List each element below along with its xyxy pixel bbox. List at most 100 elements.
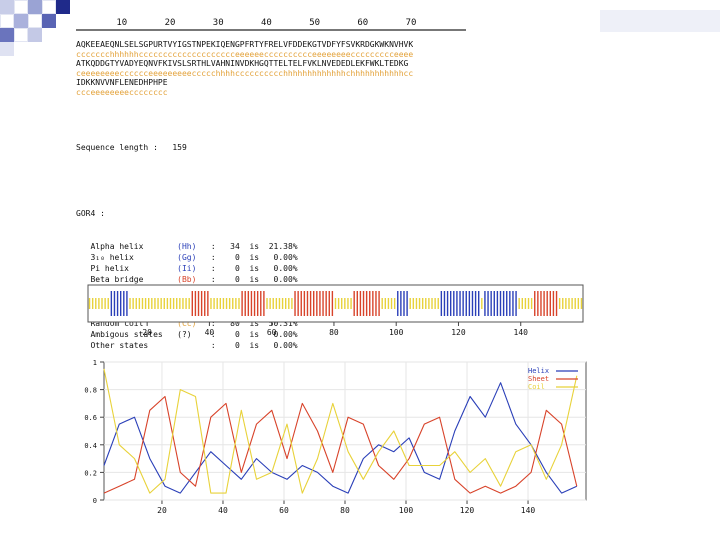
legend-label: Sheet [528,375,549,383]
x-tick-label: 100 [399,506,414,515]
stat-count: 0 [234,297,240,306]
sequence-prediction-block: AQKEEAEQNLSELSGPURTVYIGSTNPEKIQENGPFRTYF… [76,40,413,98]
stat-count: 0 [234,308,240,317]
sequence-ruler: 10 20 30 40 50 60 70 [76,18,486,32]
stat-row: Bend region (Ss) : 0 is 0.00% [90,308,298,317]
stat-row: Ambigous states (?) : 0 is 0.00% [90,330,298,339]
x-tick-label: 60 [279,506,289,515]
stat-name: Random coil [90,319,144,328]
track-x-tick-label: 80 [329,328,339,337]
prediction-line: ccccccchhhhhhcccccccccccccccccccceeeeeec… [76,49,414,59]
gor4-statistics: Sequence length : 159 GOR4 : Alpha helix… [76,120,298,362]
stat-is: is [249,297,260,306]
stat-code: (Ee) [177,286,197,295]
stat-is: is [249,242,260,251]
ruler-tick-label: 50 [309,18,321,28]
stat-pct: 0.00% [273,275,298,284]
stat-name: Alpha helix [90,242,144,251]
stat-code: (Ii) [177,264,197,273]
gor4-label: GOR4 : [76,209,105,218]
stat-count: 80 [230,319,240,328]
stat-pct: 28.30% [268,286,298,295]
ruler-line [76,29,466,31]
stat-pct: 21.38% [268,242,298,251]
x-tick-label: 40 [218,506,228,515]
ruler-tick-label: 30 [212,18,224,28]
stat-name: Bend region [90,308,144,317]
stat-count: 45 [230,286,240,295]
track-x-tick-label: 100 [389,328,404,337]
stat-pct: 0.00% [273,341,298,350]
stat-name: Ambigous states [90,330,163,339]
stat-row: Pi helix (Ii) : 0 is 0.00% [90,264,298,273]
sequence-line: IDKKNVVNFLENEDHPHPE [76,78,168,88]
stat-is: is [249,286,260,295]
stat-is: is [249,264,260,273]
stat-pct: 0.00% [273,264,298,273]
stat-name: 3₁₀ helix [90,253,134,262]
stat-pct: 0.00% [273,330,298,339]
stat-row: Alpha helix (Hh) : 34 is 21.38% [90,242,298,251]
stat-row: Beta bridge (Bb) : 0 is 0.00% [90,275,298,284]
legend-label: Coil [528,383,545,391]
stat-count: 0 [234,330,240,339]
stat-name: Pi helix [90,264,129,273]
ruler-tick-label: 20 [164,18,176,28]
series-line-coil [103,368,578,494]
stat-code: (Bb) [177,275,197,284]
stat-is: is [249,341,260,350]
stat-pct: 50.31% [268,319,298,328]
stat-code: (Hh) [177,242,197,251]
y-tick-label: 0.6 [84,414,97,422]
stat-name: Extended strand [90,286,163,295]
series-line-helix [103,382,578,494]
sequence-line: ATKQDDGTYVADYEQNVFKIVSLSRTHLVAHNINVDKHGQ… [76,59,409,69]
stat-row: Extended strand (Ee) : 45 is 28.30% [90,286,298,295]
sequence-length-row: Sequence length : 159 [76,142,298,153]
x-tick-label: 20 [157,506,167,515]
track-x-tick-label: 120 [451,328,466,337]
series-line-sheet [103,395,578,494]
stat-pct: 0.00% [273,308,298,317]
stat-row: Beta turn (Tt) : 0 is 0.00% [90,297,298,306]
stat-pct: 0.00% [273,253,298,262]
stat-is: is [249,253,260,262]
stat-is: is [249,330,260,339]
y-tick-label: 0 [93,497,97,505]
prediction-line: ccceeeeeeeecccccccc [76,87,168,97]
sequence-length-label: Sequence length : [76,143,158,152]
stat-pct: 0.00% [273,297,298,306]
stat-count: 34 [230,242,240,251]
stat-code: (Ss) [177,308,197,317]
x-tick-label: 140 [521,506,536,515]
stat-count: 0 [234,253,240,262]
ruler-tick-label: 60 [357,18,369,28]
y-tick-label: 0.8 [84,387,97,395]
y-tick-label: 0.2 [84,469,97,477]
stat-name: Beta bridge [90,275,144,284]
sequence-line: AQKEEAEQNLSELSGPURTVYIGSTNPEKIQENGPFRTYF… [76,40,414,49]
x-tick-label: 80 [340,506,350,515]
prediction-line: ceeeeeeeecccccceeeeeeeeeccccchhhhccccccc… [76,68,414,78]
sequence-length-value: 159 [172,143,187,152]
stat-is: is [249,308,260,317]
ruler-tick-label: 40 [260,18,272,28]
x-tick-label: 120 [460,506,475,515]
stat-count: 0 [234,275,240,284]
stat-code: (Cc) [177,319,197,328]
ruler-tick-label: 10 [116,18,128,28]
stat-row: Other states : 0 is 0.00% [90,341,298,350]
stat-code: (Gg) [177,253,197,262]
legend-label: Helix [528,367,549,375]
stat-code: (?) [177,330,192,339]
stat-code: (Tt) [177,297,197,306]
stat-count: 0 [234,341,240,350]
stat-name: Other states [90,341,149,350]
stat-is: is [249,275,260,284]
stat-is: is [249,319,260,328]
stat-row: 3₁₀ helix (Gg) : 0 is 0.00% [90,253,298,262]
stat-name: Beta turn [90,297,134,306]
ruler-tick-label: 70 [405,18,417,28]
y-tick-label: 0.4 [84,442,97,450]
stat-count: 0 [234,264,240,273]
